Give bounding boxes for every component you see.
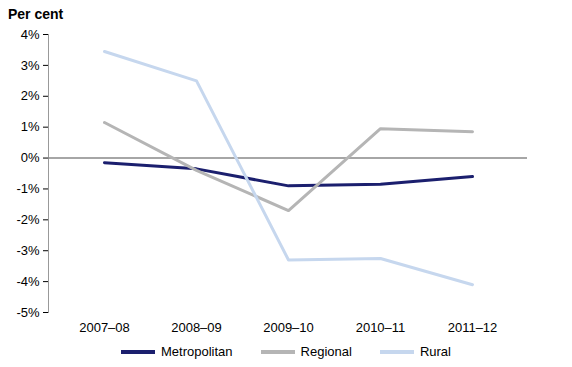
svg-text:1%: 1% — [21, 119, 40, 134]
svg-text:2009–10: 2009–10 — [263, 320, 314, 335]
html-text:Per cent: Per cent — [8, 6, 64, 22]
svg-text:0%: 0% — [21, 150, 40, 165]
svg-text:-4%: -4% — [16, 274, 40, 289]
svg-text:2007–08: 2007–08 — [79, 320, 130, 335]
svg-text:3%: 3% — [21, 58, 40, 73]
html-text:Rural: Rural — [419, 344, 451, 359]
svg-text:2010–11: 2010–11 — [356, 320, 406, 335]
html-text:Metropolitan: Metropolitan — [161, 344, 233, 359]
svg-text:4%: 4% — [21, 27, 40, 42]
svg-text:2008–09: 2008–09 — [171, 320, 222, 335]
svg-text:-2%: -2% — [16, 212, 40, 227]
svg-text:2%: 2% — [21, 88, 40, 103]
svg-text:2011–12: 2011–12 — [448, 320, 498, 335]
svg-text:-5%: -5% — [16, 305, 40, 320]
html-text:Regional: Regional — [300, 344, 352, 359]
svg-text:-1%: -1% — [16, 181, 40, 196]
svg-text:-3%: -3% — [16, 243, 40, 258]
